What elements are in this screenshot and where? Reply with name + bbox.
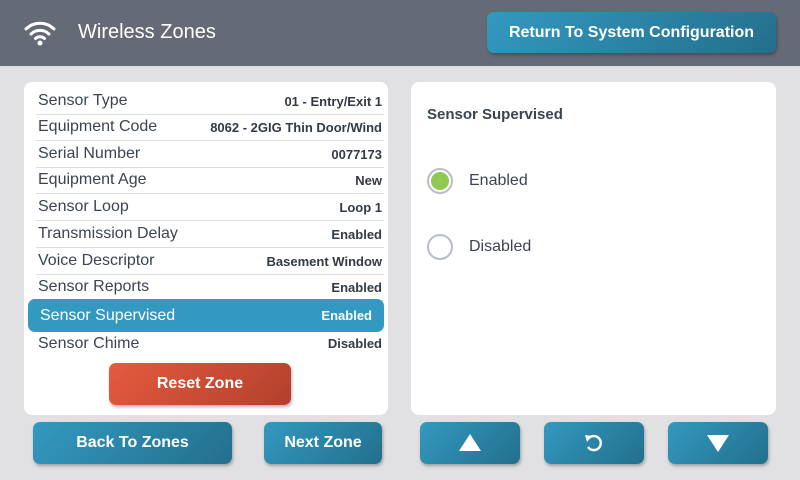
radio-disabled[interactable]: Disabled <box>427 234 531 260</box>
detail-row-sensor-chime[interactable]: Sensor Chime Disabled <box>36 330 384 357</box>
detail-label: Sensor Reports <box>38 278 150 295</box>
detail-label: Sensor Supervised <box>40 306 176 324</box>
reset-zone-button[interactable]: Reset Zone <box>109 363 291 405</box>
arrow-down-icon <box>707 435 729 452</box>
detail-label: Sensor Loop <box>38 198 129 215</box>
back-to-zones-button[interactable]: Back To Zones <box>33 422 232 464</box>
detail-label: Sensor Chime <box>38 334 140 352</box>
scroll-up-button[interactable] <box>420 422 520 464</box>
detail-label: Serial Number <box>38 145 141 162</box>
detail-row-equipment-code[interactable]: Equipment Code 8062 - 2GIG Thin Door/Wind <box>36 114 384 141</box>
option-panel: Sensor Supervised Enabled Disabled <box>411 82 776 415</box>
radio-enabled[interactable]: Enabled <box>427 168 528 194</box>
wifi-icon <box>24 21 56 46</box>
radio-unchecked-icon <box>427 234 453 260</box>
next-zone-button[interactable]: Next Zone <box>264 422 382 464</box>
detail-value: Basement Window <box>266 253 382 269</box>
detail-label: Equipment Age <box>38 171 147 188</box>
detail-label: Voice Descriptor <box>38 252 155 269</box>
detail-value: 8062 - 2GIG Thin Door/Wind <box>210 119 382 135</box>
detail-row-voice-descriptor[interactable]: Voice Descriptor Basement Window <box>36 248 384 275</box>
page-title: Wireless Zones <box>78 21 216 43</box>
detail-value: Enabled <box>321 308 372 323</box>
detail-value: 0077173 <box>331 146 382 162</box>
detail-value: Enabled <box>331 226 382 242</box>
detail-row-transmission-delay[interactable]: Transmission Delay Enabled <box>36 221 384 248</box>
detail-value: Disabled <box>327 336 382 351</box>
option-panel-title: Sensor Supervised <box>427 106 563 123</box>
undo-button[interactable] <box>544 422 644 464</box>
detail-row-sensor-loop[interactable]: Sensor Loop Loop 1 <box>36 194 384 221</box>
detail-label: Equipment Code <box>38 118 158 135</box>
detail-value: New <box>355 172 382 188</box>
detail-value: Loop 1 <box>339 199 382 215</box>
return-to-system-configuration-button[interactable]: Return To System Configuration <box>487 12 776 53</box>
detail-label: Transmission Delay <box>38 225 178 242</box>
scroll-down-button[interactable] <box>668 422 768 464</box>
undo-icon <box>585 434 602 452</box>
detail-row-equipment-age[interactable]: Equipment Age New <box>36 167 384 194</box>
radio-checked-icon <box>427 168 453 194</box>
detail-value: 01 - Entry/Exit 1 <box>284 93 382 109</box>
detail-row-sensor-type[interactable]: Sensor Type 01 - Entry/Exit 1 <box>36 88 384 115</box>
radio-label: Enabled <box>469 172 528 189</box>
arrow-up-icon <box>459 434 481 451</box>
radio-label: Disabled <box>469 238 532 255</box>
header: Wireless Zones Return To System Configur… <box>0 0 800 66</box>
zone-details-panel: Sensor Type 01 - Entry/Exit 1 Equipment Co… <box>24 82 388 415</box>
detail-row-sensor-supervised[interactable]: Sensor Supervised Enabled <box>28 299 384 332</box>
detail-label: Sensor Type <box>38 92 128 109</box>
detail-row-sensor-reports[interactable]: Sensor Reports Enabled <box>36 274 384 301</box>
detail-value: Enabled <box>331 279 382 295</box>
detail-row-serial-number[interactable]: Serial Number 0077173 <box>36 141 384 168</box>
